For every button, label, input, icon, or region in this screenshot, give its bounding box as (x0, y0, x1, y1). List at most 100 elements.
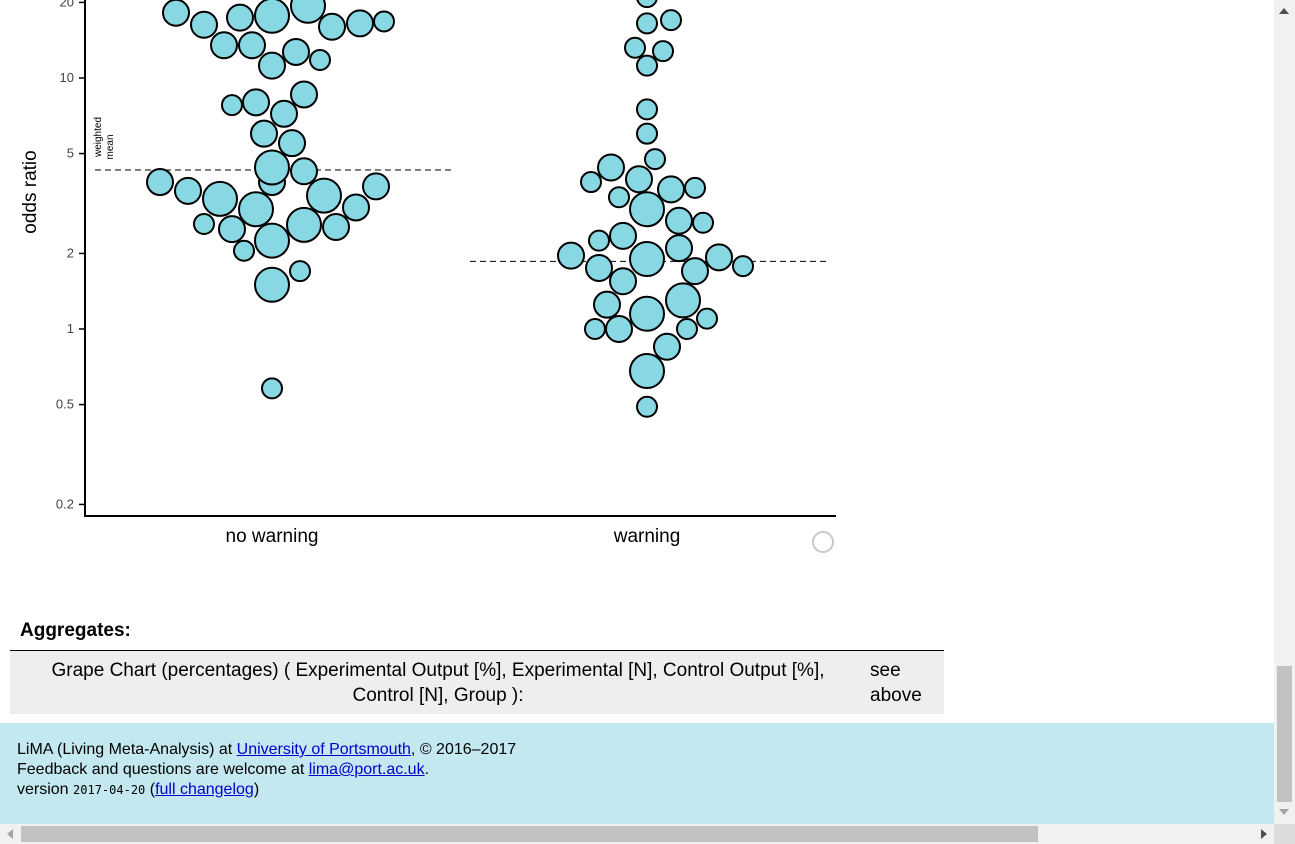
grape-point[interactable] (597, 153, 625, 182)
grape-point[interactable] (233, 239, 255, 262)
y-axis-label: odds ratio (20, 150, 41, 233)
grape-point[interactable] (309, 48, 331, 71)
grape-point[interactable] (636, 12, 658, 35)
grape-point[interactable] (282, 37, 310, 66)
grape-point[interactable] (290, 80, 318, 109)
x-axis-categories: no warning warning (226, 526, 681, 547)
grape-point[interactable] (254, 266, 290, 303)
vertical-scroll-thumb[interactable] (1277, 666, 1292, 802)
grape-point[interactable] (665, 206, 693, 235)
grape-point[interactable] (696, 307, 718, 330)
grape-point[interactable] (652, 40, 674, 63)
chart-toggle-radio[interactable] (812, 531, 834, 553)
grape-point[interactable] (660, 9, 682, 32)
grape-point[interactable] (585, 253, 613, 282)
aggregates-table: Grape Chart (percentages) ( Experimental… (10, 650, 944, 714)
grape-point[interactable] (290, 0, 326, 24)
vertical-scrollbar[interactable] (1274, 0, 1295, 824)
grape-point[interactable] (584, 318, 606, 340)
scroll-up-arrow-icon[interactable] (1279, 8, 1289, 14)
grape-point[interactable] (625, 165, 653, 194)
grape-point[interactable] (190, 10, 218, 39)
grape-point[interactable] (362, 172, 390, 201)
grape-point[interactable] (306, 177, 342, 214)
grape-point[interactable] (346, 9, 374, 38)
grape-point[interactable] (238, 191, 274, 228)
grape-point[interactable] (684, 176, 706, 199)
grape-point[interactable] (593, 290, 621, 319)
grape-point[interactable] (318, 12, 346, 41)
grape-point[interactable] (580, 171, 602, 194)
grape-point[interactable] (250, 119, 278, 148)
grape-point[interactable] (238, 31, 266, 60)
grape-point[interactable] (286, 206, 322, 243)
grape-point[interactable] (609, 267, 637, 296)
grape-point[interactable] (254, 149, 290, 186)
grape-point[interactable] (665, 282, 701, 319)
grape-point[interactable] (676, 318, 698, 340)
horizontal-scroll-thumb[interactable] (21, 826, 1038, 842)
grape-point[interactable] (732, 255, 754, 278)
grape-point[interactable] (588, 229, 610, 252)
grape-point[interactable] (629, 191, 665, 228)
grape-point[interactable] (705, 243, 733, 272)
scroll-right-arrow-icon[interactable] (1261, 829, 1267, 839)
grape-point[interactable] (636, 54, 658, 77)
grape-point[interactable] (681, 257, 709, 286)
grape-point[interactable] (174, 176, 202, 205)
y-tick-label: 1 (67, 321, 74, 336)
grape-point[interactable] (289, 260, 311, 283)
grape-point[interactable] (636, 98, 658, 121)
grape-chart: 0.2 0.5 1 2 5 10 20 no warning warning odds rat… (20, 0, 836, 553)
grape-point[interactable] (322, 212, 350, 241)
grape-point[interactable] (557, 241, 585, 270)
university-link[interactable]: University of Portsmouth (236, 741, 411, 758)
grape-point[interactable] (226, 3, 254, 32)
grape-point[interactable] (644, 148, 666, 171)
grape-point[interactable] (657, 175, 685, 204)
footer-text: , © 2016–2017 (410, 741, 517, 758)
y-tick-label: 10 (60, 70, 74, 85)
changelog-link[interactable]: full changelog (155, 781, 254, 798)
grape-point[interactable] (605, 315, 633, 343)
horizontal-scrollbar[interactable] (0, 824, 1274, 844)
footer-text: Feedback and questions are welcome at (17, 761, 309, 778)
grape-point[interactable] (636, 0, 658, 9)
x-category-label: no warning (226, 526, 319, 547)
grape-point[interactable] (609, 221, 637, 250)
grape-point[interactable] (290, 157, 318, 186)
grape-point[interactable] (218, 215, 246, 244)
grape-point[interactable] (629, 295, 665, 332)
grape-point[interactable] (146, 168, 174, 197)
grape-point[interactable] (193, 213, 215, 236)
grape-point[interactable] (608, 186, 630, 209)
grape-point[interactable] (342, 193, 370, 222)
grape-point[interactable] (270, 99, 298, 128)
grape-point[interactable] (692, 211, 714, 234)
footer-text: LiMA (Living Meta-Analysis) at (17, 741, 237, 758)
grape-point[interactable] (242, 88, 270, 117)
grape-point[interactable] (373, 10, 395, 33)
grape-point[interactable] (261, 377, 283, 400)
aggregate-label: Grape Chart (percentages) ( Experimental… (51, 660, 825, 706)
grape-point[interactable] (221, 94, 243, 117)
grape-point[interactable] (254, 222, 290, 259)
grape-point[interactable] (636, 395, 658, 418)
grape-point[interactable] (629, 241, 665, 278)
grape-point[interactable] (202, 180, 238, 217)
grape-point[interactable] (653, 332, 681, 361)
grape-point[interactable] (624, 36, 646, 59)
grape-point[interactable] (629, 353, 665, 390)
page-footer: LiMA (Living Meta-Analysis) at Universit… (0, 723, 1274, 824)
grape-point[interactable] (665, 234, 693, 263)
grape-point[interactable] (258, 51, 286, 80)
grape-point[interactable] (254, 0, 290, 34)
email-link[interactable]: lima@port.ac.uk (308, 761, 425, 778)
grape-point[interactable] (162, 0, 190, 27)
grape-point[interactable] (636, 122, 658, 145)
grape-point[interactable] (278, 129, 306, 158)
scroll-down-arrow-icon[interactable] (1279, 809, 1289, 815)
scroll-left-arrow-icon[interactable] (7, 829, 13, 839)
y-tick-label: 5 (67, 146, 74, 161)
grape-point[interactable] (210, 31, 238, 60)
